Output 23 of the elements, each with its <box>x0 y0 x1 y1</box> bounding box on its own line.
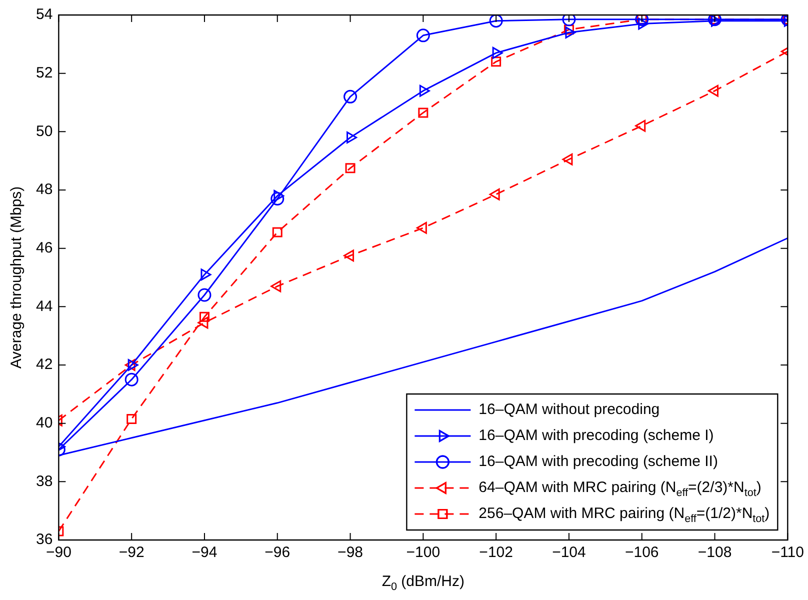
x-tick-label: −96 <box>264 544 290 562</box>
legend-label: 16–QAM with precoding (scheme II) <box>478 453 718 470</box>
y-tick-label: 42 <box>36 356 53 374</box>
y-tick-label: 44 <box>36 298 53 315</box>
y-axis-title: Average throughput (Mbps) <box>8 186 26 369</box>
x-tick-label: −110 <box>771 544 804 562</box>
x-tick-label: −108 <box>698 544 732 562</box>
y-tick-label: 38 <box>36 472 53 490</box>
x-tick-label: −104 <box>552 544 586 562</box>
y-tick-label: 40 <box>36 414 53 432</box>
x-tick-label: −100 <box>406 544 440 562</box>
y-tick-label: 54 <box>36 6 53 24</box>
legend-label: 16–QAM without precoding <box>478 401 660 418</box>
x-tick-label: −94 <box>192 544 218 562</box>
x-tick-label: −98 <box>338 544 364 562</box>
y-tick-label: 48 <box>36 181 53 198</box>
y-tick-label: 52 <box>36 64 53 82</box>
y-tick-label: 50 <box>36 122 53 140</box>
x-tick-label: −102 <box>479 544 513 562</box>
y-tick-label: 46 <box>36 239 53 256</box>
x-tick-label: −106 <box>624 544 659 562</box>
legend-label: 16–QAM with precoding (scheme I) <box>478 427 714 444</box>
x-tick-label: −92 <box>118 544 144 562</box>
